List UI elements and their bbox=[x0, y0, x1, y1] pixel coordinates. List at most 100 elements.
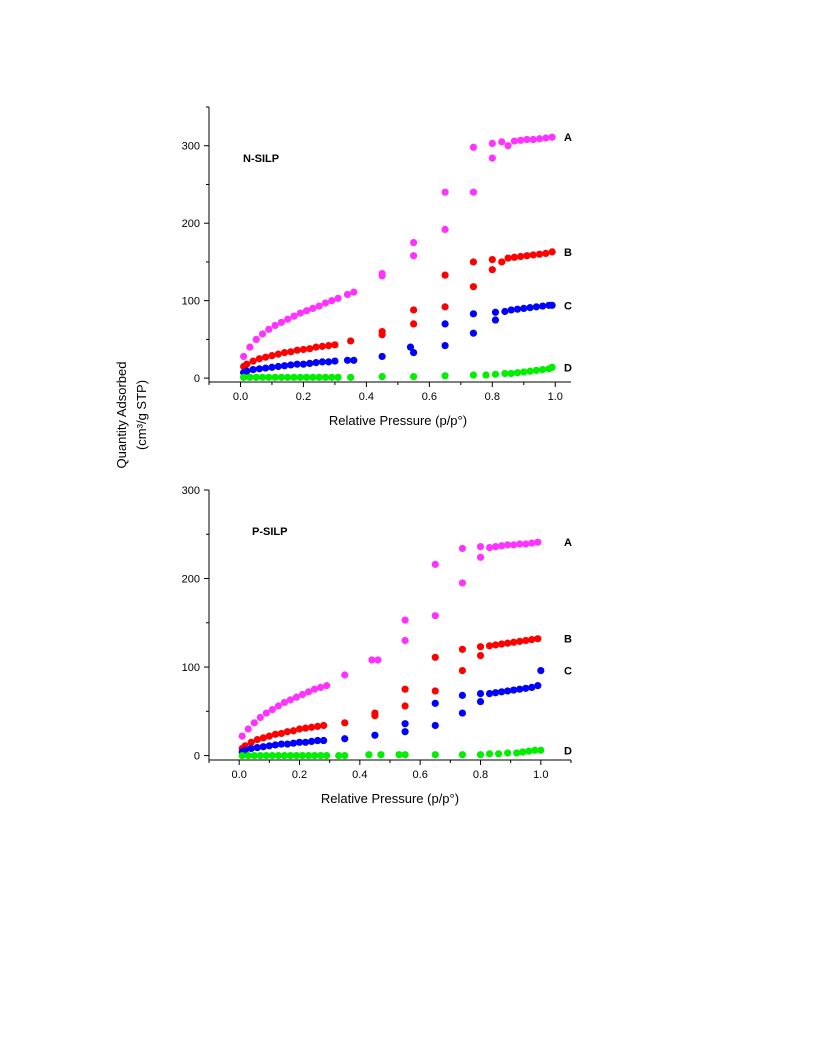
data-point bbox=[523, 252, 531, 260]
data-point bbox=[331, 341, 339, 349]
data-point bbox=[296, 309, 304, 317]
data-point bbox=[343, 356, 352, 364]
data-point bbox=[458, 645, 466, 653]
data-point bbox=[243, 360, 251, 368]
data-point bbox=[529, 251, 537, 259]
x-tick-label: 0.2 bbox=[296, 391, 311, 403]
data-point bbox=[498, 542, 506, 550]
data-point bbox=[244, 725, 252, 733]
data-point bbox=[287, 361, 295, 369]
data-point bbox=[301, 738, 310, 746]
data-point bbox=[262, 751, 270, 760]
data-point bbox=[256, 751, 264, 760]
data-point bbox=[259, 743, 267, 751]
data-point bbox=[328, 373, 336, 381]
data-point bbox=[501, 307, 509, 316]
data-point bbox=[302, 373, 311, 381]
data-point bbox=[265, 325, 273, 333]
x-tick-label: 0.0 bbox=[232, 769, 247, 781]
data-point bbox=[525, 747, 533, 755]
data-point bbox=[488, 139, 496, 148]
data-point bbox=[265, 732, 273, 740]
data-point bbox=[295, 738, 304, 746]
data-point bbox=[325, 341, 333, 350]
data-point bbox=[341, 719, 349, 727]
data-point bbox=[476, 697, 485, 706]
x-axis-label: Relative Pressure (p/p°) bbox=[329, 413, 467, 428]
data-point bbox=[401, 728, 409, 736]
x-tick-label: 0.8 bbox=[485, 391, 500, 403]
data-point bbox=[513, 305, 522, 313]
data-point bbox=[320, 736, 328, 745]
data-point bbox=[513, 369, 522, 377]
data-point bbox=[469, 143, 478, 151]
data-point bbox=[247, 738, 255, 746]
series-label: A bbox=[564, 537, 572, 549]
data-point bbox=[334, 373, 342, 381]
data-point bbox=[252, 373, 260, 381]
data-point bbox=[542, 134, 550, 142]
y-tick-label: 200 bbox=[182, 574, 200, 586]
data-point bbox=[318, 358, 326, 366]
chart-panel-n-silp: 0.0 0.2 0.4 0.6 0.8 1.0 0 100 200 300 A B C D N-SILP… bbox=[182, 106, 572, 428]
data-point bbox=[431, 653, 439, 661]
data-point bbox=[280, 751, 289, 760]
y-tick-label: 0 bbox=[194, 751, 200, 763]
data-point bbox=[317, 683, 325, 692]
data-point bbox=[395, 751, 403, 759]
data-point bbox=[431, 699, 439, 707]
data-point bbox=[485, 750, 494, 758]
data-point bbox=[458, 579, 466, 587]
data-point bbox=[528, 683, 536, 692]
data-point bbox=[328, 297, 336, 305]
data-point bbox=[469, 329, 478, 337]
data-point bbox=[485, 543, 494, 552]
data-point bbox=[246, 343, 254, 351]
y-tick-label: 100 bbox=[182, 296, 200, 308]
data-point bbox=[240, 352, 248, 361]
data-point bbox=[262, 709, 270, 717]
data-point bbox=[469, 188, 478, 196]
data-point bbox=[307, 737, 316, 746]
chart-axes: 0.0 0.2 0.4 0.6 0.8 1.0 0 100 200 300 bbox=[182, 106, 571, 403]
data-point bbox=[401, 720, 409, 728]
data-point bbox=[341, 671, 349, 679]
data-point bbox=[262, 364, 270, 372]
x-tick-label: 0.6 bbox=[413, 769, 428, 781]
data-point bbox=[548, 133, 556, 141]
data-point bbox=[284, 315, 292, 323]
data-point bbox=[277, 729, 285, 738]
data-point bbox=[335, 751, 343, 760]
series-c: C bbox=[238, 666, 572, 756]
data-point bbox=[476, 751, 485, 759]
data-point bbox=[350, 356, 358, 364]
series-b: B bbox=[238, 634, 572, 753]
data-point bbox=[284, 373, 292, 381]
data-point bbox=[325, 358, 333, 366]
series-label: C bbox=[564, 666, 572, 678]
data-point bbox=[507, 369, 515, 378]
data-point bbox=[290, 373, 298, 381]
data-point bbox=[431, 687, 439, 695]
chart-axes: 0.0 0.2 0.4 0.6 0.8 1.0 0 100 200 300 bbox=[182, 485, 572, 781]
data-point bbox=[323, 751, 331, 760]
data-point bbox=[469, 371, 478, 379]
data-point bbox=[516, 540, 524, 548]
data-point bbox=[476, 643, 485, 651]
data-point bbox=[271, 730, 279, 738]
data-point bbox=[537, 746, 545, 754]
data-point bbox=[283, 728, 292, 736]
data-point bbox=[271, 741, 279, 749]
data-point bbox=[532, 366, 540, 374]
data-point bbox=[528, 636, 536, 644]
shared-y-axis-label-line1: Quantity Adsorbed bbox=[114, 362, 129, 469]
data-point bbox=[482, 371, 490, 379]
data-point bbox=[289, 727, 298, 735]
data-point bbox=[331, 357, 339, 365]
data-point bbox=[495, 750, 503, 758]
data-point bbox=[458, 666, 466, 675]
data-point bbox=[378, 372, 386, 381]
shared-y-axis-label-line2: (cm³/g STP) bbox=[134, 380, 149, 450]
